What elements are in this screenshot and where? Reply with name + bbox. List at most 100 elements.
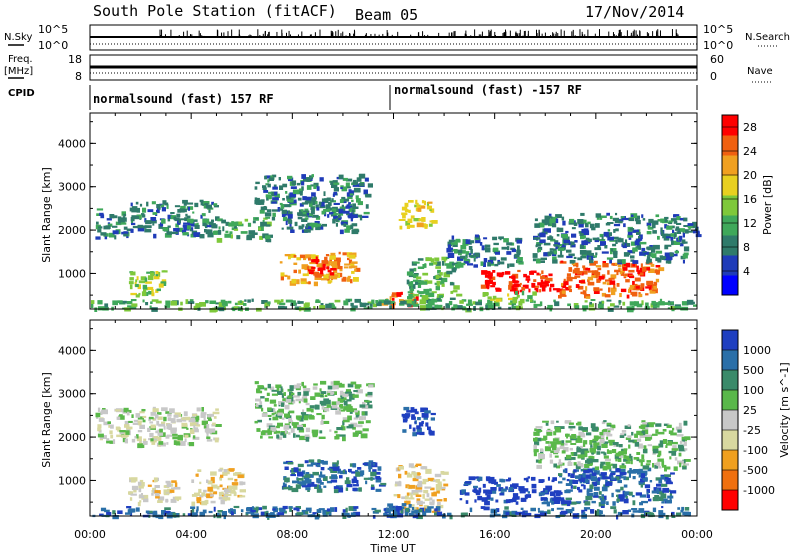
echo-cell: [352, 506, 357, 512]
echo-cell: [333, 486, 339, 489]
echo-cell: [312, 266, 315, 269]
echo-cell: [503, 499, 508, 504]
echo-cell: [164, 513, 167, 516]
echo-cell: [441, 488, 446, 491]
echo-cell: [329, 255, 336, 260]
x-tick-label: 00:00: [681, 528, 713, 541]
echo-cell: [688, 511, 691, 517]
echo-cell: [260, 511, 265, 516]
echo-cell: [278, 177, 281, 181]
echo-cell: [687, 230, 693, 233]
echo-cell: [617, 238, 624, 243]
echo-cell: [463, 259, 471, 263]
echo-cell: [412, 279, 419, 282]
echo-cell: [284, 404, 290, 410]
echo-cell: [356, 480, 359, 485]
echo-cell: [671, 240, 674, 246]
echo-cell: [187, 513, 193, 516]
echo-cell: [353, 390, 358, 393]
echo-cell: [538, 260, 545, 263]
x-axis-label: Time UT: [369, 542, 415, 554]
echo-cell: [209, 413, 214, 417]
echo-cell: [536, 272, 540, 275]
echo-cell: [301, 423, 306, 428]
echo-cell: [158, 283, 164, 288]
echo-cell: [307, 213, 310, 216]
echo-cell: [157, 416, 163, 420]
echo-cell: [158, 496, 165, 501]
echo-cell: [401, 212, 408, 216]
echo-cell: [339, 229, 344, 235]
echo-cell: [684, 436, 691, 441]
echo-cell: [158, 206, 161, 210]
echo-cell: [660, 475, 665, 479]
echo-cell: [121, 231, 125, 235]
echo-cell: [296, 508, 300, 512]
echo-cell: [581, 229, 586, 234]
echo-cell: [363, 302, 370, 306]
echo-cell: [535, 289, 539, 293]
echo-cell: [450, 290, 454, 294]
velocity-colorbar-tick-label: -100: [743, 444, 768, 457]
echo-cell: [606, 431, 611, 436]
echo-cell: [275, 425, 280, 429]
echo-cell: [643, 445, 647, 450]
echo-cell: [370, 486, 375, 490]
echo-cell: [615, 468, 621, 473]
echo-cell: [411, 506, 415, 511]
echo-cell: [571, 434, 577, 438]
echo-cell: [598, 491, 602, 495]
echo-cell: [428, 300, 435, 306]
echo-cell: [292, 480, 299, 484]
echo-cell: [267, 383, 271, 389]
echo-cell: [137, 501, 141, 507]
echo-cell: [630, 241, 636, 246]
echo-cell: [621, 430, 627, 433]
echo-cell: [677, 460, 684, 465]
echo-cell: [581, 240, 588, 246]
echo-cell: [353, 187, 361, 193]
echo-cell: [553, 431, 557, 436]
echo-cell: [304, 434, 310, 439]
echo-cell: [398, 465, 404, 470]
echo-cell: [352, 506, 359, 509]
echo-cell: [134, 435, 137, 439]
echo-cell: [582, 478, 589, 484]
echo-cell: [311, 259, 319, 263]
echo-cell: [233, 306, 240, 309]
echo-cell: [601, 496, 604, 501]
echo-cell: [271, 174, 277, 178]
echo-cell: [598, 275, 605, 280]
echo-cell: [593, 443, 601, 449]
echo-cell: [130, 228, 134, 233]
echo-cell: [443, 259, 446, 263]
echo-cell: [606, 501, 609, 505]
echo-cell: [200, 201, 206, 206]
echo-cell: [559, 445, 565, 450]
echo-cell: [543, 252, 550, 257]
echo-cell: [199, 481, 202, 485]
echo-cell: [625, 437, 631, 440]
echo-cell: [291, 181, 296, 185]
echo-cell: [342, 392, 349, 397]
echo-cell: [627, 231, 633, 236]
echo-cell: [585, 286, 588, 291]
echo-cell: [638, 234, 643, 240]
echo-cell: [410, 215, 415, 219]
echo-cell: [557, 462, 563, 465]
echo-cell: [196, 424, 201, 427]
echo-cell: [174, 412, 182, 417]
echo-cell: [564, 500, 572, 504]
echo-cell: [464, 481, 472, 484]
echo-cell: [384, 298, 389, 302]
echo-cell: [509, 288, 517, 292]
echo-cell: [401, 413, 408, 417]
echo-cell: [430, 208, 435, 213]
echo-cell: [641, 430, 646, 436]
echo-cell: [597, 445, 601, 451]
echo-cell: [606, 282, 611, 286]
echo-cell: [484, 280, 489, 284]
echo-cell: [315, 225, 321, 231]
echo-cell: [346, 399, 352, 402]
echo-cell: [595, 252, 598, 256]
